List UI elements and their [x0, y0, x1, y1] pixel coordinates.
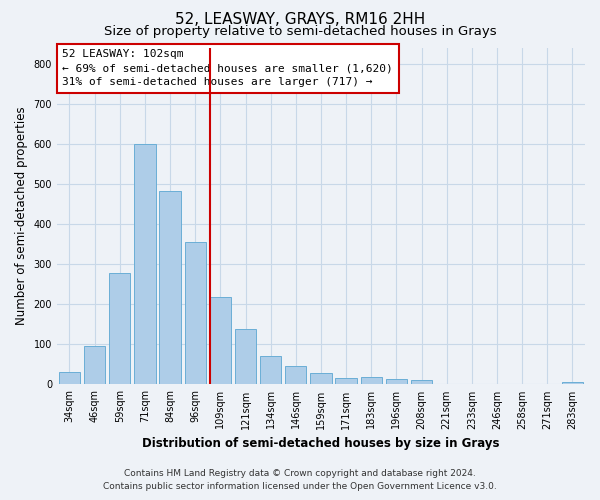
- Bar: [310, 373, 332, 384]
- Text: 52, LEASWAY, GRAYS, RM16 2HH: 52, LEASWAY, GRAYS, RM16 2HH: [175, 12, 425, 28]
- Bar: [411, 380, 432, 384]
- Bar: [260, 356, 281, 384]
- Bar: [134, 144, 155, 384]
- Bar: [160, 190, 181, 384]
- Bar: [209, 297, 231, 384]
- Bar: [335, 378, 357, 384]
- Bar: [386, 379, 407, 384]
- Bar: [84, 346, 106, 385]
- Bar: [562, 382, 583, 384]
- Bar: [59, 372, 80, 384]
- Y-axis label: Number of semi-detached properties: Number of semi-detached properties: [15, 106, 28, 326]
- Bar: [361, 377, 382, 384]
- Text: Size of property relative to semi-detached houses in Grays: Size of property relative to semi-detach…: [104, 25, 496, 38]
- Bar: [185, 242, 206, 384]
- Text: 52 LEASWAY: 102sqm
← 69% of semi-detached houses are smaller (1,620)
31% of semi: 52 LEASWAY: 102sqm ← 69% of semi-detache…: [62, 49, 393, 87]
- Bar: [285, 366, 307, 384]
- Bar: [109, 274, 130, 384]
- Bar: [235, 330, 256, 384]
- X-axis label: Distribution of semi-detached houses by size in Grays: Distribution of semi-detached houses by …: [142, 437, 500, 450]
- Text: Contains HM Land Registry data © Crown copyright and database right 2024.
Contai: Contains HM Land Registry data © Crown c…: [103, 469, 497, 491]
